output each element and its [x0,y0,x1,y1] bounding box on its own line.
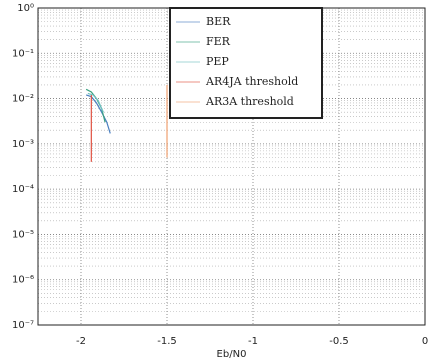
legend-label: BER [206,15,231,28]
legend-label: FER [206,35,231,48]
y-tick-label: 10⁻⁷ [12,320,34,331]
x-tick-label: 0 [422,336,428,347]
x-tick-label: -2 [76,336,86,347]
x-tick-label: -1 [248,336,258,347]
series-line [85,94,111,134]
legend-label: PEP [206,55,229,68]
legend-label: AR4JA threshold [205,75,298,88]
y-tick-label: 10⁻⁶ [12,275,34,286]
legend-box [169,7,323,119]
y-tick-label: 10⁻³ [12,139,34,150]
series-line [87,92,104,113]
legend: BER FER PEP AR4JA threshold AR3A threshold [169,7,323,119]
y-tick-label: 10⁻² [12,94,34,105]
legend-label: AR3A threshold [205,95,294,108]
y-tick-label: 10⁰ [17,3,34,14]
y-tick-label: 10⁻¹ [12,48,34,59]
x-axis-label: Eb/N0 [217,349,247,358]
y-tick-label: 10⁻⁵ [12,229,34,240]
x-tick-label: -0.5 [329,336,349,347]
y-tick-label: 10⁻⁴ [12,184,34,195]
x-tick-label: -1.5 [157,336,177,347]
